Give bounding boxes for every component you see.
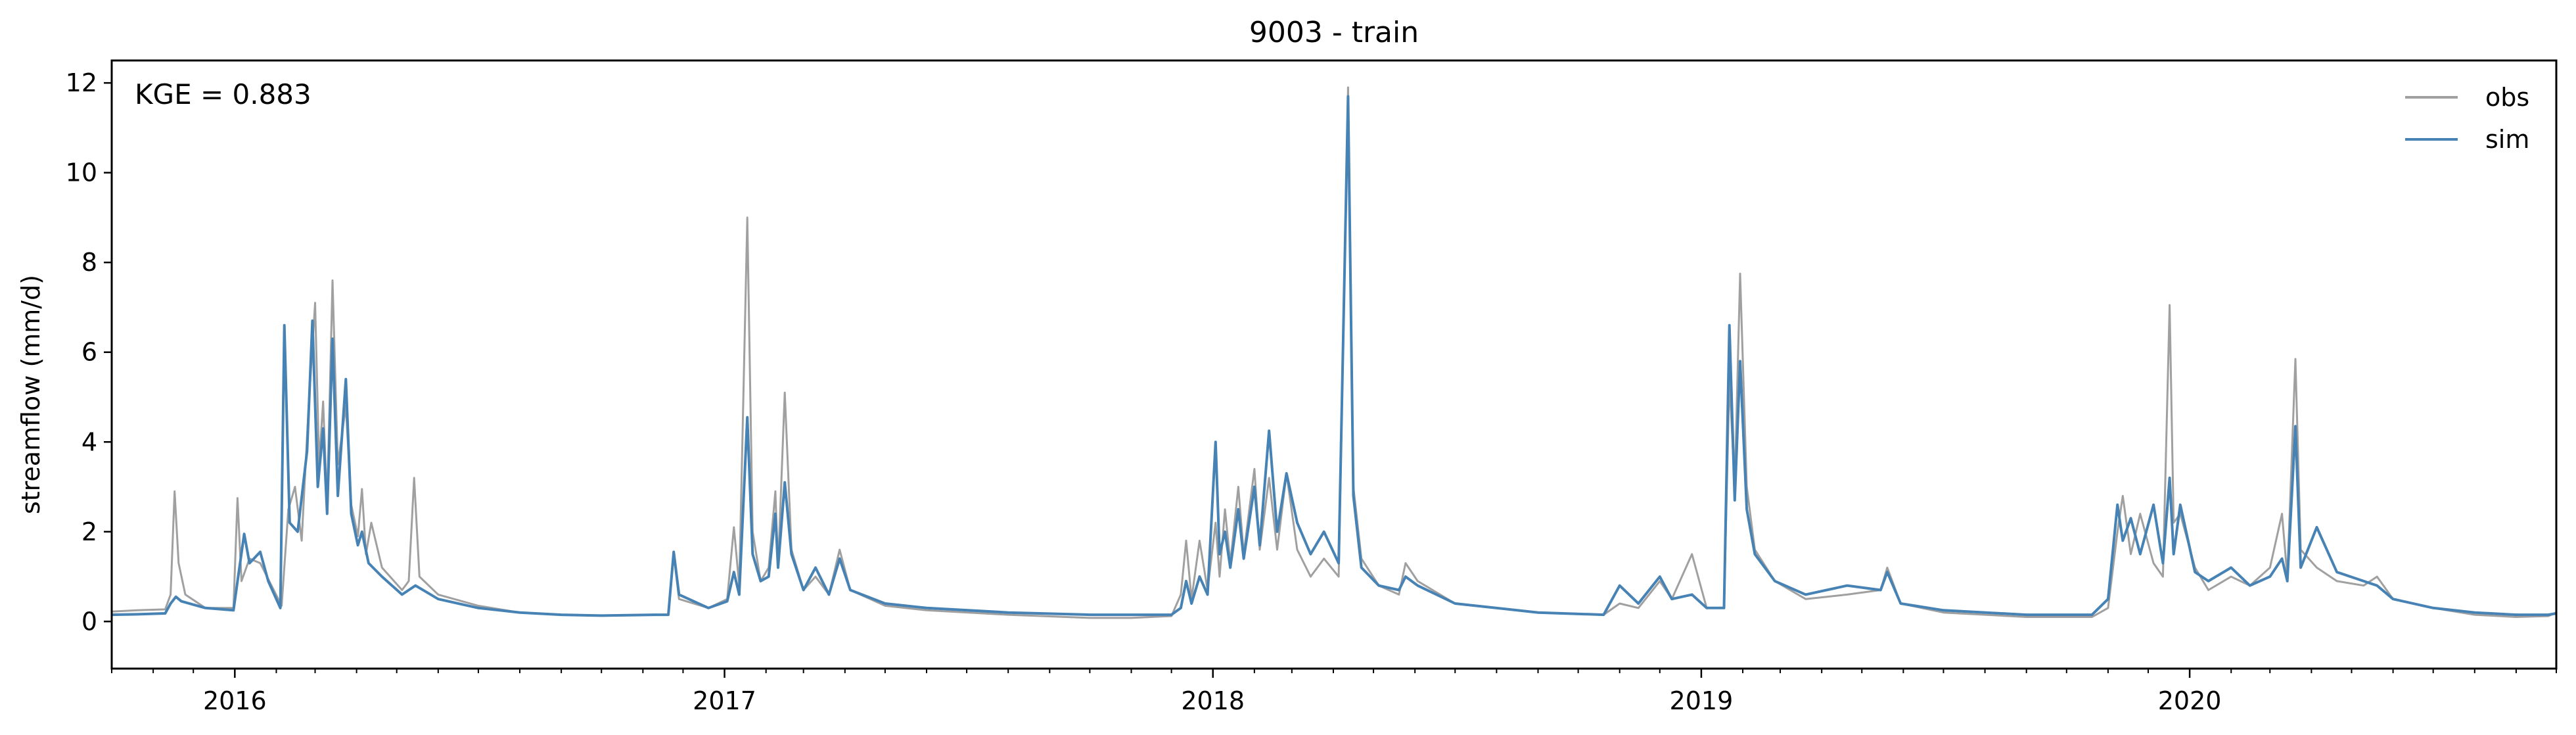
- y-tick-label: 6: [81, 338, 97, 367]
- x-tick-label: 2017: [693, 686, 756, 715]
- legend-label-obs: obs: [2485, 83, 2529, 112]
- plot-content: 0 2 4 6 8 10 12 2016 2017 2018 2019 2020: [66, 68, 2557, 715]
- x-tick-label: 2016: [203, 686, 267, 715]
- y-tick-label: 10: [66, 158, 97, 187]
- legend: obs sim: [2405, 83, 2529, 154]
- y-tick-label: 2: [81, 517, 97, 546]
- plot-frame: [110, 59, 2558, 670]
- series-line-sim: [111, 95, 2557, 617]
- kge-annotation: KGE = 0.883: [135, 78, 311, 110]
- y-tick-label: 12: [66, 68, 97, 97]
- chart-title: 9003 - train: [1249, 16, 1419, 49]
- x-tick-label: 2019: [1670, 686, 1734, 715]
- y-tick-label: 8: [81, 248, 97, 277]
- y-tick-label: 0: [81, 607, 97, 636]
- y-axis-label: streamflow (mm/d): [16, 275, 45, 514]
- x-tick-label: 2020: [2158, 686, 2222, 715]
- x-tick-label: 2018: [1181, 686, 1245, 715]
- legend-label-sim: sim: [2485, 125, 2529, 154]
- y-tick-label: 4: [81, 427, 97, 456]
